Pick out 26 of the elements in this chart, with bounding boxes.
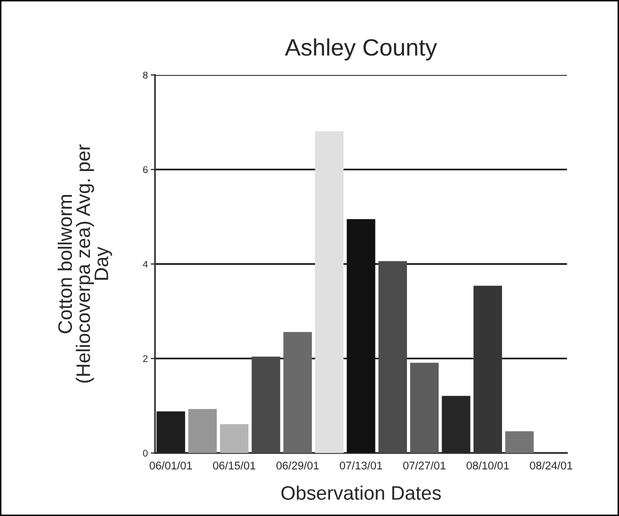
x-tick-label: 06/15/01 (213, 461, 256, 470)
x-tick-label: 06/29/01 (276, 461, 319, 470)
y-tick-label: 4 (142, 260, 148, 268)
chart-title: Ashley County (284, 38, 438, 60)
y-tick-label: 2 (143, 355, 148, 362)
bar (410, 362, 439, 453)
bar (378, 261, 407, 453)
y-tick-label: 8 (143, 72, 148, 79)
y-tick-label: 6 (143, 166, 148, 174)
bar (188, 409, 217, 453)
bar (315, 131, 344, 453)
bar (220, 424, 248, 453)
bar (442, 396, 470, 453)
bar (283, 332, 312, 453)
x-tick-label: 08/24/01 (530, 461, 572, 470)
y-axis-title: Cotton bollworm (Heliocoverpa zea) Avg. per Day (58, 144, 112, 383)
y-tick-label: 0 (143, 450, 148, 457)
x-tick-label: 07/13/01 (340, 461, 382, 470)
bar (346, 219, 376, 453)
bar (505, 431, 534, 453)
bar (252, 356, 280, 453)
x-tick-label: 07/27/01 (403, 461, 446, 470)
x-tick-label: 06/01/01 (150, 461, 192, 470)
x-axis-title: Observation Dates (281, 486, 441, 500)
bar (156, 411, 186, 453)
x-tick-label: 08/10/01 (466, 461, 509, 470)
